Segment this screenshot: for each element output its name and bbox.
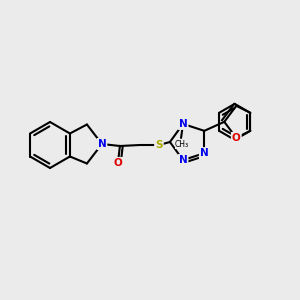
Text: CH₃: CH₃ bbox=[175, 140, 189, 149]
Text: N: N bbox=[179, 155, 188, 165]
Text: N: N bbox=[200, 148, 209, 158]
Text: O: O bbox=[232, 133, 241, 143]
Text: S: S bbox=[155, 140, 163, 150]
Text: N: N bbox=[179, 119, 188, 129]
Text: O: O bbox=[113, 158, 122, 168]
Text: N: N bbox=[98, 139, 106, 149]
